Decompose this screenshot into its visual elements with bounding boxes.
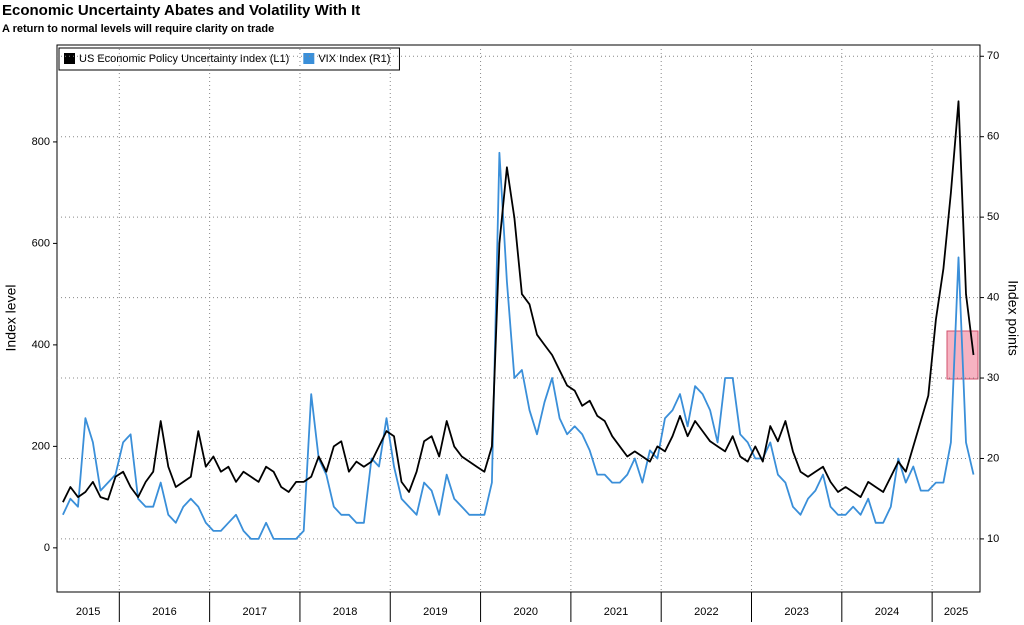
legend-label: US Economic Policy Uncertainty Index (L1… [79,53,289,65]
series-line [62,151,975,540]
y2-tick-label: 40 [987,291,999,303]
legend-label: VIX Index (R1) [318,53,390,65]
y2-tick-label: 60 [987,131,999,143]
legend: US Economic Policy Uncertainty Index (L1… [58,47,400,71]
x-tick-label: 2015 [76,606,100,618]
y2-axis-label: Index points [1005,280,1021,356]
y-tick-label: 400 [32,339,50,351]
y-tick-label: 0 [44,542,50,554]
chart-subtitle: A return to normal levels will require c… [2,23,274,35]
y2-tick-label: 50 [987,211,999,223]
chart-title: Economic Uncertainty Abates and Volatili… [2,2,360,19]
plot-frame [56,44,981,593]
legend-box [58,47,400,71]
x-tick-label: 2024 [875,606,899,618]
y-tick-label: 800 [32,136,50,148]
x-tick-label: 2020 [513,606,537,618]
series-line [62,100,975,503]
y2-tick-label: 30 [987,372,999,384]
y-tick-label: 200 [32,440,50,452]
y-axis-label: Index level [3,285,19,352]
x-tick-label: 2019 [423,606,447,618]
y2-tick-label: 10 [987,533,999,545]
x-tick-label: 2018 [333,606,357,618]
y2-tick-label: 70 [987,50,999,62]
y-tick-label: 600 [32,237,50,249]
legend-swatch [64,53,75,64]
x-tick-label: 2022 [694,606,718,618]
x-tick-label: 2025 [944,606,968,618]
legend-swatch [303,53,315,64]
x-tick-label: 2017 [243,606,267,618]
x-tick-label: 2016 [152,606,176,618]
y2-tick-label: 20 [987,452,999,464]
x-tick-label: 2021 [604,606,628,618]
x-tick-label: 2023 [784,606,808,618]
